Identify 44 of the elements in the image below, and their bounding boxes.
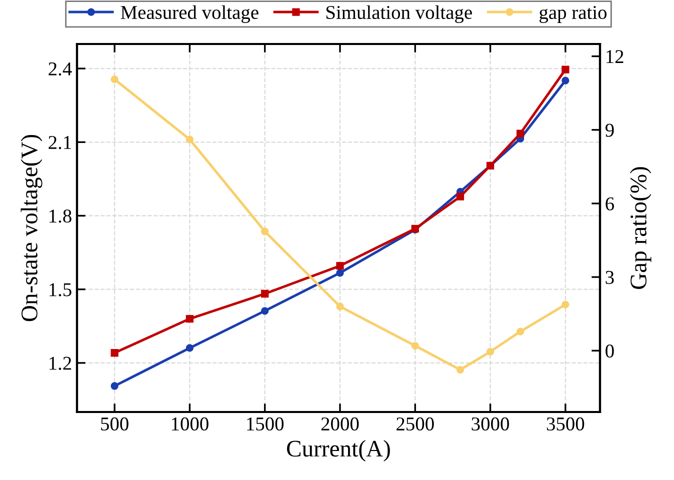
point xyxy=(110,382,118,390)
x-tick-label: 500 xyxy=(101,417,128,431)
point xyxy=(110,349,118,357)
y-tick-label: 2.4 xyxy=(48,62,72,76)
y-tick-label: 2.1 xyxy=(48,136,71,150)
y-axis-title: On-state voltage(V) xyxy=(20,134,42,322)
point xyxy=(186,344,194,352)
legend-label: Measured voltage xyxy=(120,5,258,24)
point xyxy=(336,269,344,277)
x-tick-label: 2500 xyxy=(396,417,434,431)
point xyxy=(562,76,570,84)
y2-axis-title: Gap ratio(%) xyxy=(630,167,652,289)
point xyxy=(110,76,118,84)
point xyxy=(336,262,344,270)
point xyxy=(456,192,464,200)
point xyxy=(486,348,494,356)
y2-tick-label: 12 xyxy=(606,50,624,64)
y-tick-label: 1.2 xyxy=(50,356,72,370)
y-tick-label: 1.8 xyxy=(50,210,72,223)
legend-label: Simulation voltage xyxy=(326,5,472,24)
point xyxy=(261,307,269,315)
point xyxy=(516,130,524,138)
y2-tick-label: 0 xyxy=(606,344,614,358)
x-tick-label: 1000 xyxy=(172,417,208,431)
x-tick-label: 3500 xyxy=(546,417,584,431)
point xyxy=(516,328,524,336)
y2-tick-label: 3 xyxy=(606,270,614,284)
point xyxy=(562,300,570,308)
point xyxy=(336,302,344,310)
point xyxy=(186,314,194,323)
x-axis-title: Current(A) xyxy=(287,440,390,462)
y2-tick-label: 6 xyxy=(606,197,614,210)
point xyxy=(261,228,269,236)
point xyxy=(456,366,464,374)
point xyxy=(562,66,570,74)
point xyxy=(261,290,269,298)
x-tick-label: 1500 xyxy=(247,417,284,431)
y-tick-label: 1.5 xyxy=(50,283,72,296)
point xyxy=(186,136,194,144)
y2-tick-label: 9 xyxy=(605,124,614,137)
x-tick-label: 2000 xyxy=(321,417,359,431)
legend-label: gap ratio xyxy=(540,6,607,24)
point xyxy=(411,342,419,350)
x-tick-label: 3000 xyxy=(472,417,509,431)
